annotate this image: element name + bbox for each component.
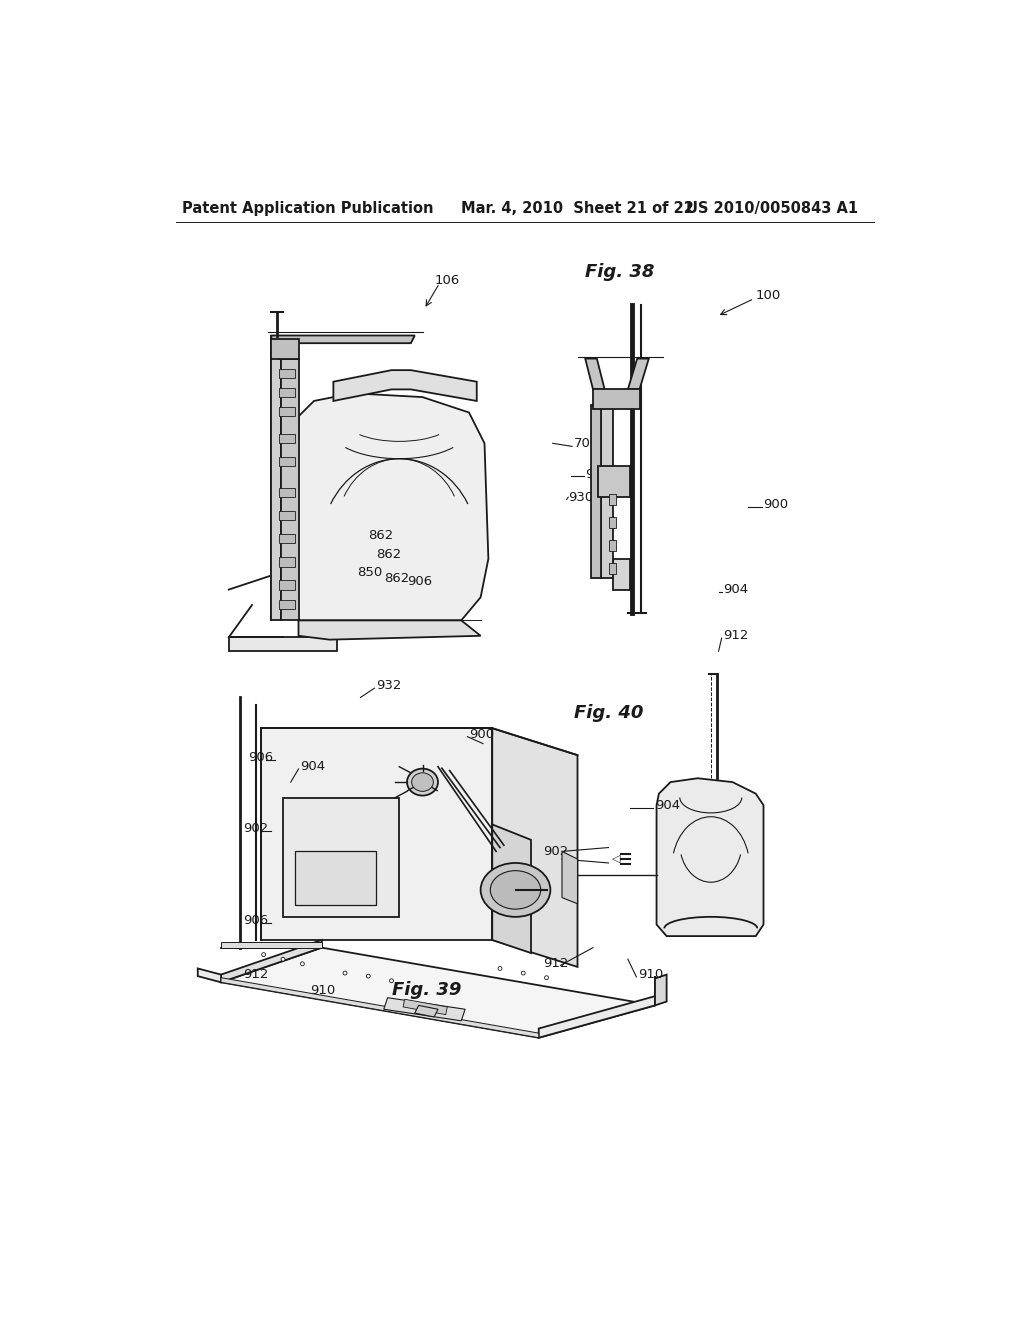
Polygon shape [280, 350, 295, 359]
Text: 902: 902 [586, 467, 610, 480]
Polygon shape [613, 558, 630, 590]
Polygon shape [593, 389, 640, 409]
Text: Patent Application Publication: Patent Application Publication [182, 201, 434, 216]
Polygon shape [221, 948, 655, 1038]
Polygon shape [493, 729, 578, 966]
Polygon shape [280, 557, 295, 566]
Text: 862: 862 [376, 548, 401, 561]
Circle shape [545, 975, 549, 979]
Polygon shape [415, 1006, 438, 1016]
Polygon shape [280, 511, 295, 520]
Polygon shape [221, 940, 322, 982]
Polygon shape [403, 999, 447, 1015]
Text: 850: 850 [356, 566, 382, 579]
Polygon shape [656, 779, 764, 936]
Polygon shape [280, 599, 295, 609]
Polygon shape [493, 825, 531, 953]
Polygon shape [655, 974, 667, 1006]
Circle shape [300, 962, 304, 966]
Polygon shape [280, 434, 295, 444]
Text: 932: 932 [376, 680, 401, 693]
Text: 912: 912 [723, 630, 749, 643]
Polygon shape [198, 969, 221, 982]
Ellipse shape [480, 863, 550, 917]
Polygon shape [608, 540, 616, 552]
Text: 106: 106 [434, 273, 460, 286]
Ellipse shape [490, 871, 541, 909]
Text: 910: 910 [638, 968, 664, 981]
Polygon shape [280, 488, 295, 498]
Text: 904: 904 [723, 583, 749, 597]
Polygon shape [586, 359, 604, 389]
Circle shape [389, 979, 393, 982]
Text: 700: 700 [573, 437, 599, 450]
Circle shape [281, 957, 285, 961]
Circle shape [521, 972, 525, 975]
Text: 862: 862 [384, 572, 409, 585]
Circle shape [367, 974, 371, 978]
Polygon shape [280, 368, 295, 378]
Polygon shape [334, 370, 477, 401]
Text: Mar. 4, 2010  Sheet 21 of 22: Mar. 4, 2010 Sheet 21 of 22 [461, 201, 694, 216]
Text: 902: 902 [543, 845, 568, 858]
Text: US 2010/0050843 A1: US 2010/0050843 A1 [686, 201, 858, 216]
Text: 900: 900 [764, 499, 788, 511]
Text: 900: 900 [469, 727, 495, 741]
Polygon shape [221, 978, 539, 1038]
Circle shape [343, 972, 347, 975]
Ellipse shape [412, 774, 433, 792]
Text: 906: 906 [407, 576, 432, 589]
Polygon shape [282, 359, 299, 620]
Text: Fig. 38: Fig. 38 [586, 264, 654, 281]
Polygon shape [271, 335, 415, 343]
Text: 910: 910 [310, 983, 336, 997]
Polygon shape [299, 620, 480, 640]
Circle shape [498, 966, 502, 970]
Text: 906: 906 [243, 915, 268, 927]
Polygon shape [539, 997, 655, 1038]
Polygon shape [608, 494, 616, 506]
Polygon shape [280, 388, 295, 397]
Polygon shape [598, 466, 630, 498]
Text: 930: 930 [568, 491, 594, 504]
Polygon shape [280, 581, 295, 590]
Polygon shape [280, 535, 295, 544]
Circle shape [262, 953, 265, 957]
Polygon shape [221, 942, 322, 948]
Polygon shape [271, 347, 282, 620]
Polygon shape [261, 729, 493, 940]
Text: 862: 862 [369, 529, 393, 543]
Text: 904: 904 [655, 799, 680, 812]
Polygon shape [608, 517, 616, 528]
Polygon shape [283, 797, 399, 917]
Text: $\triangleleft$: $\triangleleft$ [611, 853, 622, 866]
Polygon shape [280, 407, 295, 416]
Polygon shape [271, 339, 299, 359]
Polygon shape [280, 457, 295, 466]
Polygon shape [608, 564, 616, 574]
Text: 100: 100 [756, 289, 781, 302]
Polygon shape [384, 998, 465, 1020]
Text: 912: 912 [543, 957, 568, 970]
Polygon shape [295, 851, 376, 906]
Ellipse shape [407, 768, 438, 796]
Text: Fig. 39: Fig. 39 [391, 981, 461, 999]
Polygon shape [601, 405, 613, 578]
Text: 906: 906 [248, 751, 273, 764]
Polygon shape [228, 638, 337, 651]
Text: 912: 912 [243, 968, 268, 981]
Text: 904: 904 [300, 760, 326, 774]
Text: Fig. 40: Fig. 40 [573, 704, 643, 722]
Polygon shape [592, 405, 601, 578]
Text: 902: 902 [243, 822, 268, 834]
Polygon shape [562, 851, 578, 904]
Polygon shape [628, 359, 649, 389]
Polygon shape [297, 393, 488, 620]
